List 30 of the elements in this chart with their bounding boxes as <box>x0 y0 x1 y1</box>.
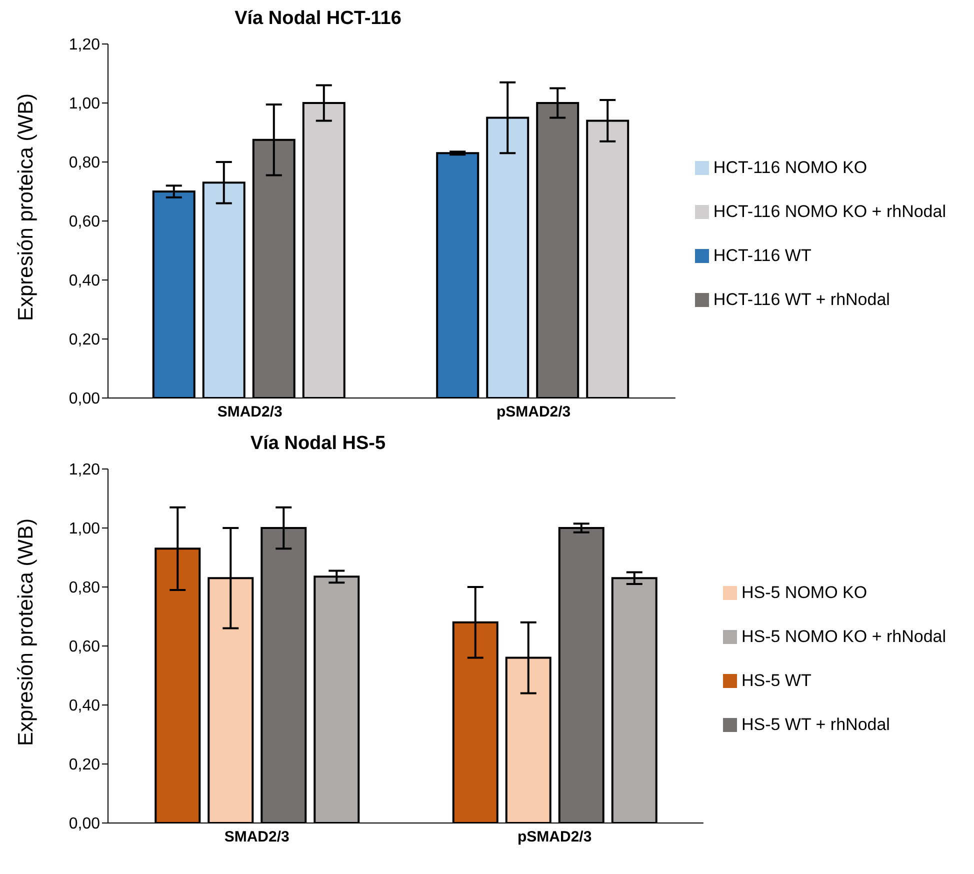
chart-title: Vía Nodal HS-5 <box>249 433 387 456</box>
y-tick-label: 0,20 <box>68 756 100 774</box>
y-tick-label: 1,00 <box>68 96 100 113</box>
legend-label: HS-5 NOMO KO <box>741 582 868 602</box>
legend-label: HCT-116 WT + rhNodal <box>713 290 890 308</box>
legend-label: HS-5 WT <box>741 670 812 690</box>
y-tick-label: 0,60 <box>68 638 100 656</box>
legend-label: HCT-116 WT <box>713 246 812 264</box>
y-axis-title: Expresión proteica (WB) <box>14 93 38 321</box>
y-axis-title: Expresión proteica (WB) <box>14 518 38 746</box>
legend-label: HCT-116 NOMO KO <box>713 158 868 176</box>
x-tick-label: SMAD2/3 <box>217 404 282 421</box>
y-tick-label: 1,20 <box>68 462 100 479</box>
y-tick-label: 0,00 <box>68 816 100 833</box>
y-tick-label: 0,40 <box>68 698 100 715</box>
legend-label: HCT-116 NOMO KO + rhNodal <box>713 202 946 220</box>
chart-title: Vía Nodal HCT-116 <box>234 8 402 31</box>
y-tick-label: 0,60 <box>68 214 100 231</box>
y-tick-label: 0,00 <box>68 390 100 408</box>
legend-label: HS-5 NOMO KO + rhNodal <box>741 626 946 646</box>
x-tick-label: pSMAD2/3 <box>496 404 571 421</box>
legend-label: HS-5 WT + rhNodal <box>741 714 890 734</box>
y-tick-label: 1,20 <box>68 36 100 54</box>
y-tick-label: 0,80 <box>68 580 100 597</box>
y-tick-label: 0,80 <box>68 154 100 172</box>
y-tick-label: 0,40 <box>68 272 100 290</box>
y-tick-label: 1,00 <box>68 520 100 538</box>
x-tick-label: SMAD2/3 <box>224 828 290 846</box>
x-tick-label: pSMAD2/3 <box>518 828 592 846</box>
y-tick-label: 0,20 <box>68 332 100 349</box>
